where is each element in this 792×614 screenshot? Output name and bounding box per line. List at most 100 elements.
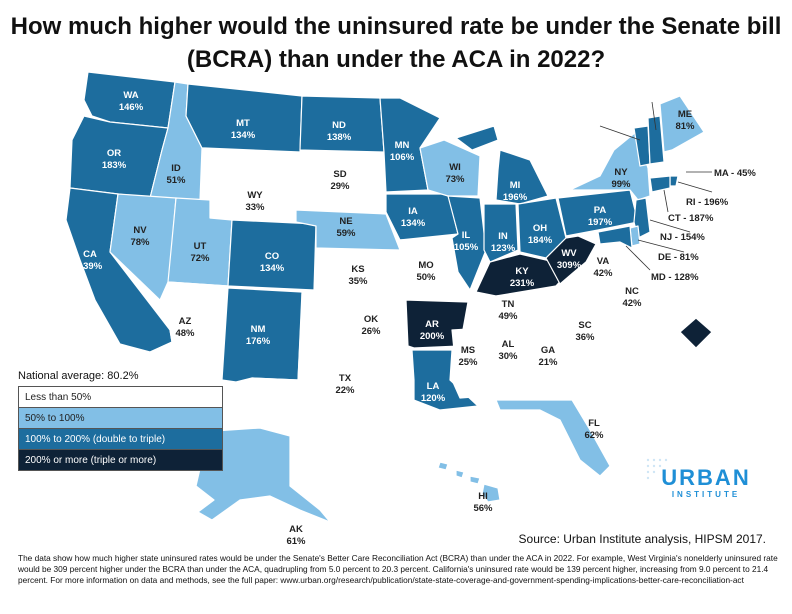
state-ga[interactable] [519, 319, 579, 401]
label-la-name: LA [427, 381, 440, 392]
state-ne[interactable] [295, 209, 401, 251]
label-me-name: ME [678, 109, 692, 120]
label-az-name: AZ [179, 316, 192, 327]
label-fl-value: 62% [584, 430, 604, 441]
state-ny[interactable] [569, 131, 651, 201]
label-wy-value: 33% [245, 202, 265, 213]
label-in-value: 123% [491, 243, 516, 254]
label-fl-name: FL [588, 418, 600, 429]
label-ok-value: 26% [361, 326, 381, 337]
label-nd-value: 138% [327, 132, 352, 143]
label-co-name: CO [265, 251, 279, 262]
label-wv-name: WV [561, 248, 577, 259]
label-al-value: 30% [498, 351, 518, 362]
label-ar-name: AR [425, 319, 439, 330]
label-mi-value: 196% [503, 192, 528, 203]
leader-nh [651, 101, 657, 131]
state-pa[interactable] [557, 189, 639, 237]
label-nv-name: NV [133, 225, 147, 236]
label-mo-value: 50% [416, 272, 436, 283]
legend-item-200-or-more: 200% or more (triple or more) [18, 450, 223, 471]
label-co-value: 134% [260, 263, 285, 274]
legend-item-100-to-200: 100% to 200% (double to triple) [18, 429, 223, 450]
label-ny-name: NY [614, 167, 628, 178]
label-vt-value: 170% [581, 115, 606, 126]
logo-sub-text: INSTITUTE [671, 490, 741, 499]
label-hi-name: HI [478, 491, 488, 502]
leader-nj [649, 219, 691, 233]
state-wv[interactable] [545, 235, 597, 285]
state-ia[interactable] [385, 193, 459, 241]
state-al[interactable] [485, 323, 527, 401]
label-ks-name: KS [351, 264, 364, 275]
label-ga-name: GA [541, 345, 555, 356]
label-ut-name: UT [194, 241, 207, 252]
label-nv-value: 78% [130, 237, 150, 248]
label-tn-name: TN [502, 299, 515, 310]
callout-nj: NJ - 154% [660, 232, 705, 243]
state-ri[interactable] [669, 175, 679, 187]
leader-md [625, 245, 651, 271]
source-note: Source: Urban Institute analysis, HIPSM … [518, 532, 766, 546]
label-nh-name: NH [641, 80, 655, 91]
state-tn[interactable] [463, 289, 581, 329]
state-me[interactable] [659, 95, 705, 153]
label-la-value: 120% [421, 393, 446, 404]
label-wy-name: WY [247, 190, 263, 201]
label-nd-name: ND [332, 120, 346, 131]
state-labels: WA 146% OR 183% CA 139% ID 51% NV 78% MT… [78, 80, 757, 547]
label-nc-name: NC [625, 286, 639, 297]
callout-ri: RI - 196% [686, 197, 729, 208]
label-vt-name: VT [587, 103, 599, 114]
label-ms-name: MS [461, 345, 475, 356]
label-il-name: IL [462, 230, 471, 241]
label-wa-name: WA [123, 90, 138, 101]
label-va-value: 42% [593, 268, 613, 279]
label-ak-value: 61% [286, 536, 306, 547]
label-dc-value: 208% [683, 373, 708, 384]
page-title: How much higher would the uninsured rate… [10, 13, 782, 73]
label-ca-name: CA [83, 249, 97, 260]
state-ma[interactable] [649, 161, 687, 177]
label-ky-value: 231% [510, 278, 535, 289]
label-in-name: IN [498, 231, 508, 242]
label-id-value: 51% [166, 175, 186, 186]
label-ms-value: 25% [458, 357, 478, 368]
label-mt-name: MT [236, 118, 250, 129]
state-ak[interactable] [191, 427, 331, 523]
state-fl[interactable] [495, 399, 611, 477]
label-il-value: 105% [454, 242, 479, 253]
label-wi-value: 73% [445, 174, 465, 185]
label-me-value: 81% [675, 121, 695, 132]
label-ak-name: AK [289, 524, 303, 535]
state-wi[interactable] [419, 139, 481, 197]
legend-item-50-to-100: 50% to 100% [18, 408, 223, 429]
label-va-name: VA [597, 256, 610, 267]
state-nh[interactable] [647, 115, 665, 165]
label-ks-value: 35% [348, 276, 368, 287]
callout-ct: CT - 187% [668, 213, 714, 224]
label-pa-value: 197% [588, 217, 613, 228]
state-ct[interactable] [649, 175, 671, 193]
legend-title: National average: 80.2% [18, 370, 139, 382]
state-hi[interactable] [437, 461, 501, 503]
urban-institute-logo: URBAN INSTITUTE [646, 458, 762, 499]
state-dc[interactable] [679, 317, 713, 349]
state-md[interactable] [597, 225, 633, 249]
state-tx[interactable] [251, 299, 415, 471]
leader-ri [677, 181, 713, 193]
label-sc-value: 36% [575, 332, 595, 343]
label-ne-value: 59% [336, 228, 356, 239]
state-nm[interactable] [221, 287, 303, 383]
label-ia-value: 134% [401, 218, 426, 229]
label-mo-name: MO [418, 260, 433, 271]
label-ga-value: 21% [538, 357, 558, 368]
logo-dot-pattern-icon [646, 458, 668, 480]
label-mt-value: 134% [231, 130, 256, 141]
label-mi-name: MI [510, 180, 521, 191]
legend-item-less-than-50: Less than 50% [18, 386, 223, 408]
label-tn-value: 49% [498, 311, 518, 322]
label-al-name: AL [502, 339, 515, 350]
state-in[interactable] [483, 203, 519, 263]
state-il[interactable] [447, 195, 487, 291]
